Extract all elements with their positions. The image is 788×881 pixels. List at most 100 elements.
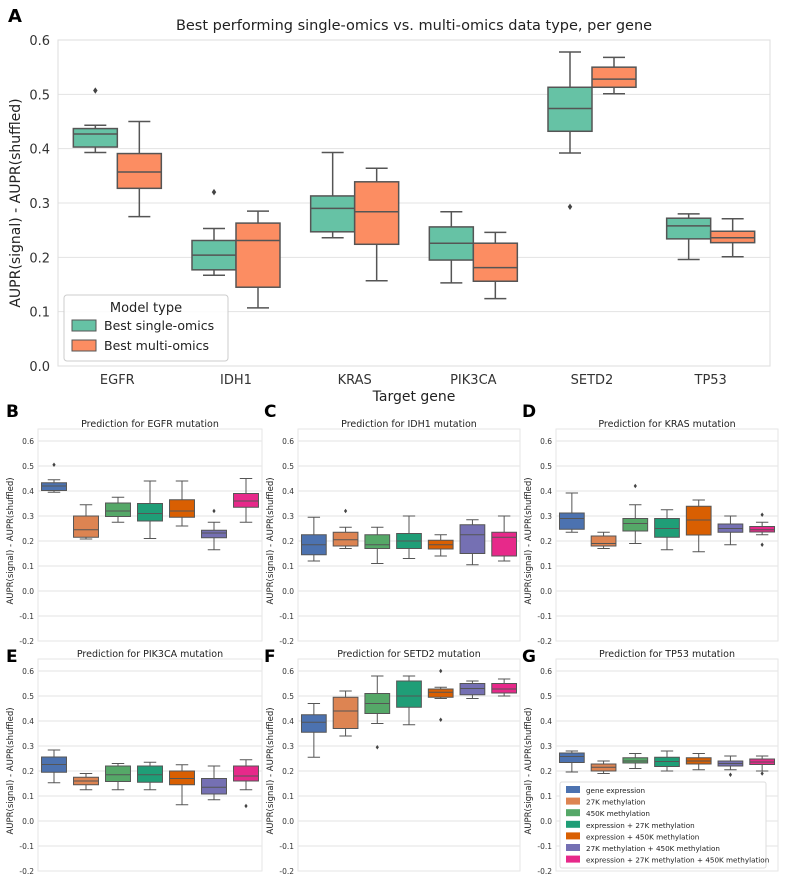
- y-tick-label: -0.1: [19, 842, 34, 851]
- box-datatype-4: [396, 675, 422, 726]
- box-datatype-3: [105, 763, 131, 791]
- legend-label: 450K methylation: [586, 809, 650, 818]
- box-iqr: [300, 714, 327, 733]
- x-tick-label: EGFR: [100, 373, 135, 388]
- box-datatype-4: [396, 515, 422, 559]
- y-tick-label: 0.5: [22, 692, 34, 701]
- box-pik3ca-multi: [472, 231, 519, 300]
- box-egfr-single: [72, 87, 119, 154]
- x-tick-label: KRAS: [338, 373, 372, 388]
- box-datatype-6: [459, 519, 486, 566]
- box-iqr: [558, 752, 585, 763]
- y-tick-label: 0.5: [540, 692, 552, 701]
- outlier-point: [760, 771, 764, 776]
- y-tick-label: 0.2: [22, 767, 34, 776]
- box-datatype-7: [233, 478, 259, 523]
- box-datatype-7: [491, 678, 518, 697]
- box-datatype-7: [233, 759, 259, 809]
- y-tick-label: 0.5: [540, 462, 552, 471]
- y-tick-label: -0.2: [19, 867, 34, 876]
- legend-swatch: [71, 339, 97, 352]
- outlier-point: [375, 744, 379, 750]
- panel-title: Prediction for IDH1 mutation: [341, 419, 477, 430]
- y-tick-label: 0.4: [540, 717, 552, 726]
- box-datatype-5: [427, 668, 454, 723]
- legend-swatch: [566, 786, 580, 793]
- box-iqr: [459, 524, 486, 554]
- y-tick-label: 0.2: [282, 537, 294, 546]
- box-iqr: [332, 696, 359, 729]
- box-iqr: [654, 518, 680, 538]
- y-tick-label: 0.4: [22, 717, 34, 726]
- x-tick-label: PIK3CA: [450, 373, 497, 388]
- panel-title: Prediction for PIK3CA mutation: [77, 649, 223, 660]
- legend-swatch: [566, 797, 580, 805]
- plot-frame: [297, 428, 521, 642]
- box-datatype-3: [364, 526, 391, 564]
- box-idh1-single: [191, 188, 237, 277]
- box-iqr: [622, 518, 649, 532]
- legend-label: gene expression: [586, 786, 645, 795]
- box-datatype-6: [201, 765, 227, 801]
- plot-frame: [555, 658, 779, 872]
- panel-letter-d: D: [522, 402, 536, 422]
- y-tick-label: 0.5: [282, 692, 294, 701]
- box-iqr: [105, 765, 131, 782]
- box-iqr: [459, 683, 486, 696]
- x-tick-label: SETD2: [571, 373, 614, 388]
- box-datatype-3: [364, 675, 391, 750]
- y-axis-label: AUPR(signal) - AUPR(shuffled): [266, 477, 276, 604]
- box-setd2-single: [547, 51, 593, 211]
- y-tick-label: 0.3: [282, 512, 294, 521]
- y-tick-label: -0.1: [279, 842, 294, 851]
- box-datatype-1: [41, 462, 67, 493]
- box-setd2-multi: [591, 56, 637, 95]
- y-tick-label: 0.0: [29, 360, 50, 375]
- box-iqr: [233, 493, 259, 508]
- box-iqr: [590, 535, 617, 547]
- box-iqr: [622, 757, 649, 764]
- outlier-point: [633, 483, 637, 489]
- x-tick-label: IDH1: [220, 373, 252, 388]
- legend-label: 27K methylation + 450K methylation: [586, 844, 720, 853]
- box-idh1-multi: [235, 210, 281, 309]
- chart-title: Best performing single-omics vs. multi-o…: [176, 18, 652, 34]
- y-tick-label: 0.4: [282, 487, 294, 496]
- legend: Model type Best single-omics Best multi-om…: [63, 294, 229, 362]
- y-tick-label: 0.0: [540, 587, 552, 596]
- box-iqr: [137, 503, 163, 522]
- y-tick-label: 0.1: [22, 792, 34, 801]
- outlier-point: [211, 188, 217, 196]
- datatype-legend: gene expression 27K methylation 450K methy…: [559, 781, 769, 869]
- y-tick-label: -0.1: [19, 612, 34, 621]
- box-datatype-5: [685, 753, 712, 771]
- box-datatype-1: [300, 703, 327, 758]
- box-iqr: [353, 181, 400, 246]
- y-axis-label: AUPR(signal) - AUPR(shuffled): [266, 707, 276, 834]
- box-iqr: [396, 680, 422, 708]
- box-iqr: [685, 505, 712, 536]
- box-datatype-2: [73, 773, 99, 791]
- box-datatype-4: [654, 509, 680, 551]
- legend-swatch: [566, 844, 580, 851]
- y-tick-label: -0.2: [537, 637, 552, 646]
- plot-frame: [57, 39, 771, 367]
- box-datatype-1: [300, 516, 327, 562]
- box-datatype-4: [654, 750, 680, 772]
- y-tick-label: 0.0: [282, 587, 294, 596]
- y-tick-label: 0.0: [22, 817, 34, 826]
- y-tick-label: 0.6: [282, 667, 294, 676]
- y-tick-label: 0.3: [540, 742, 552, 751]
- y-tick-label: 0.1: [22, 562, 34, 571]
- box-datatype-4: [137, 761, 163, 791]
- box-iqr: [105, 502, 131, 517]
- box-datatype-1: [558, 750, 585, 773]
- plot-frame: [37, 428, 263, 642]
- y-tick-label: 0.6: [29, 34, 50, 49]
- box-kras-multi: [353, 167, 400, 282]
- outlier-point: [52, 462, 56, 468]
- panel-title: Prediction for EGFR mutation: [81, 419, 219, 430]
- legend-swatch: [566, 832, 580, 840]
- y-tick-label: 0.6: [22, 437, 34, 446]
